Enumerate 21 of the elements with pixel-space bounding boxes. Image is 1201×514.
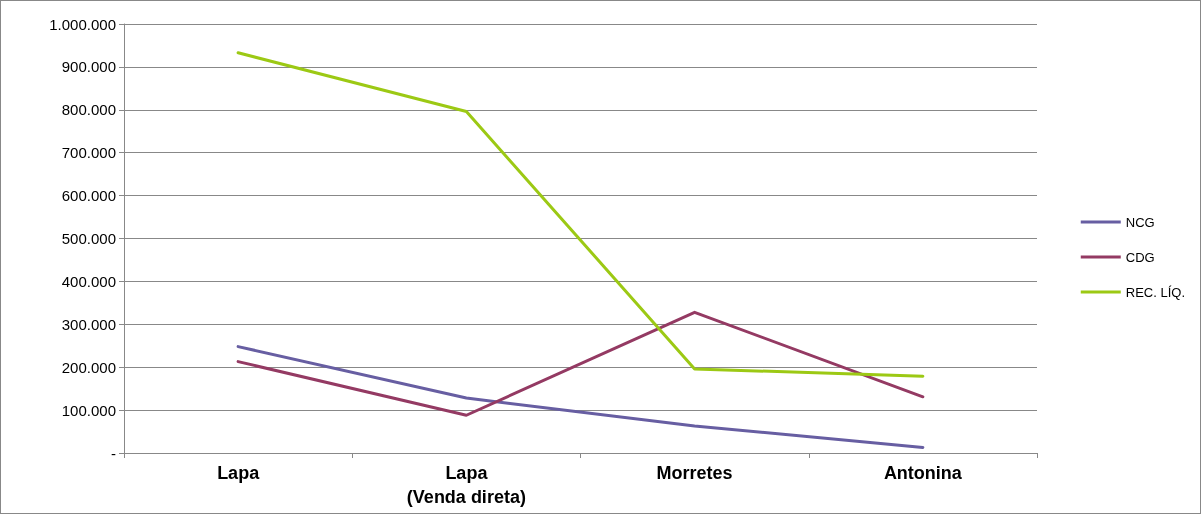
y-tick-label: 200.000 (61, 358, 116, 376)
y-tick-label: - (111, 444, 116, 462)
y-tick-label: 800.000 (61, 101, 116, 119)
legend-label: REC. LÍQ. (1125, 284, 1186, 300)
legend-label: CDG (1125, 249, 1155, 265)
x-tick-label: Lapa (Venda direta) (406, 463, 526, 507)
y-tick-label: 900.000 (61, 58, 116, 76)
x-tick-label: Lapa (217, 463, 261, 483)
y-tick-label: 1.000.000 (49, 15, 116, 33)
line-series (236, 345, 925, 449)
x-tick-label: Morretes (656, 463, 733, 483)
x-tick-label: Antonina (883, 463, 963, 483)
y-tick-label: 600.000 (61, 187, 116, 205)
y-tick-label: 500.000 (61, 230, 116, 247)
y-tick-label: 300.000 (61, 315, 116, 333)
legend-label: NCG (1125, 214, 1155, 230)
y-tick-label: 400.000 (61, 272, 116, 290)
y-tick-label: 100.000 (61, 401, 116, 419)
y-tick-label: 700.000 (61, 144, 116, 162)
line-series (236, 310, 925, 417)
line-series (236, 51, 925, 378)
